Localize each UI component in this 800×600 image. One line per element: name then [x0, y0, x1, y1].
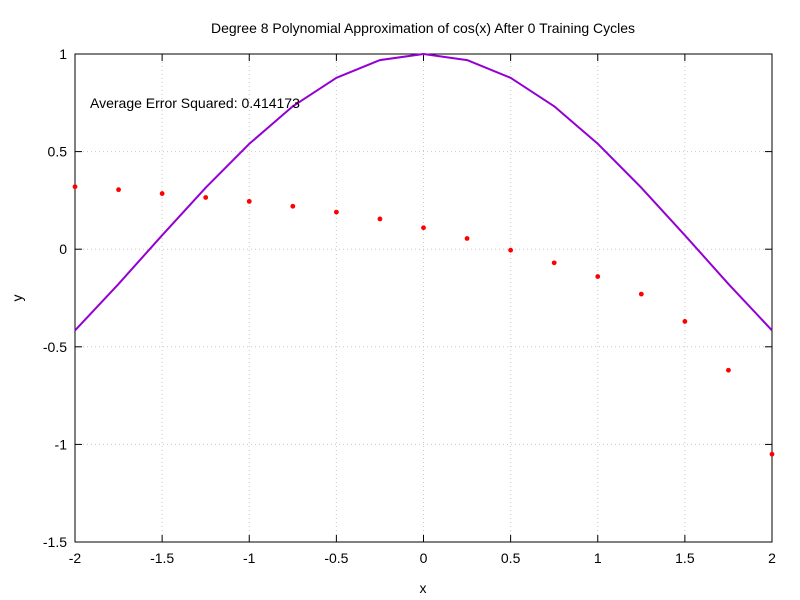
y-tick-label: -1.5	[43, 534, 67, 550]
cosine-curve	[74, 53, 773, 332]
error-annotation: Average Error Squared: 0.414173	[90, 95, 300, 111]
approximation-point	[290, 203, 296, 209]
approximation-point	[726, 367, 731, 373]
x-tick-label: 0.5	[501, 550, 521, 566]
y-tick-label: -0.5	[43, 339, 67, 355]
approximation-point	[638, 291, 644, 297]
approximation-point	[421, 225, 426, 231]
x-axis-label: x	[420, 580, 427, 596]
x-tick-label: 2	[768, 550, 776, 566]
approximation-point	[116, 187, 121, 193]
x-tick-label: -2	[69, 550, 82, 566]
approximation-point	[551, 260, 557, 266]
approximation-point	[159, 191, 165, 196]
approximation-point	[464, 236, 470, 241]
approximation-point	[246, 198, 252, 204]
x-tick-label: 0	[420, 550, 428, 566]
axis-ticks	[74, 53, 773, 543]
approximation-point	[682, 319, 688, 324]
series-layer	[72, 53, 775, 457]
x-tick-label: 1.5	[675, 550, 695, 566]
grid	[75, 54, 772, 542]
approximation-point	[508, 247, 514, 253]
x-tick-label: -1	[243, 550, 256, 566]
approximation-point	[377, 216, 383, 222]
y-tick-label: 0	[59, 241, 67, 257]
x-tick-labels: -2 -1.5 -1 -0.5 0 0.5 1 1.5 2	[69, 550, 776, 566]
chart-title: Degree 8 Polynomial Approximation of cos…	[211, 20, 635, 36]
x-tick-label: -0.5	[324, 550, 348, 566]
approximation-point	[595, 274, 601, 279]
y-tick-label: -1	[55, 436, 68, 452]
x-tick-label: 1	[594, 550, 602, 566]
y-axis-label: y	[9, 295, 25, 302]
approximation-point	[72, 184, 78, 190]
approximation-point	[203, 195, 209, 200]
approximation-point	[333, 209, 339, 215]
y-tick-label: 0.5	[48, 144, 68, 160]
approximation-point	[769, 451, 775, 457]
x-tick-label: -1.5	[150, 550, 174, 566]
y-tick-labels: -1.5 -1 -0.5 0 0.5 1	[43, 46, 67, 550]
y-tick-label: 1	[59, 46, 67, 62]
